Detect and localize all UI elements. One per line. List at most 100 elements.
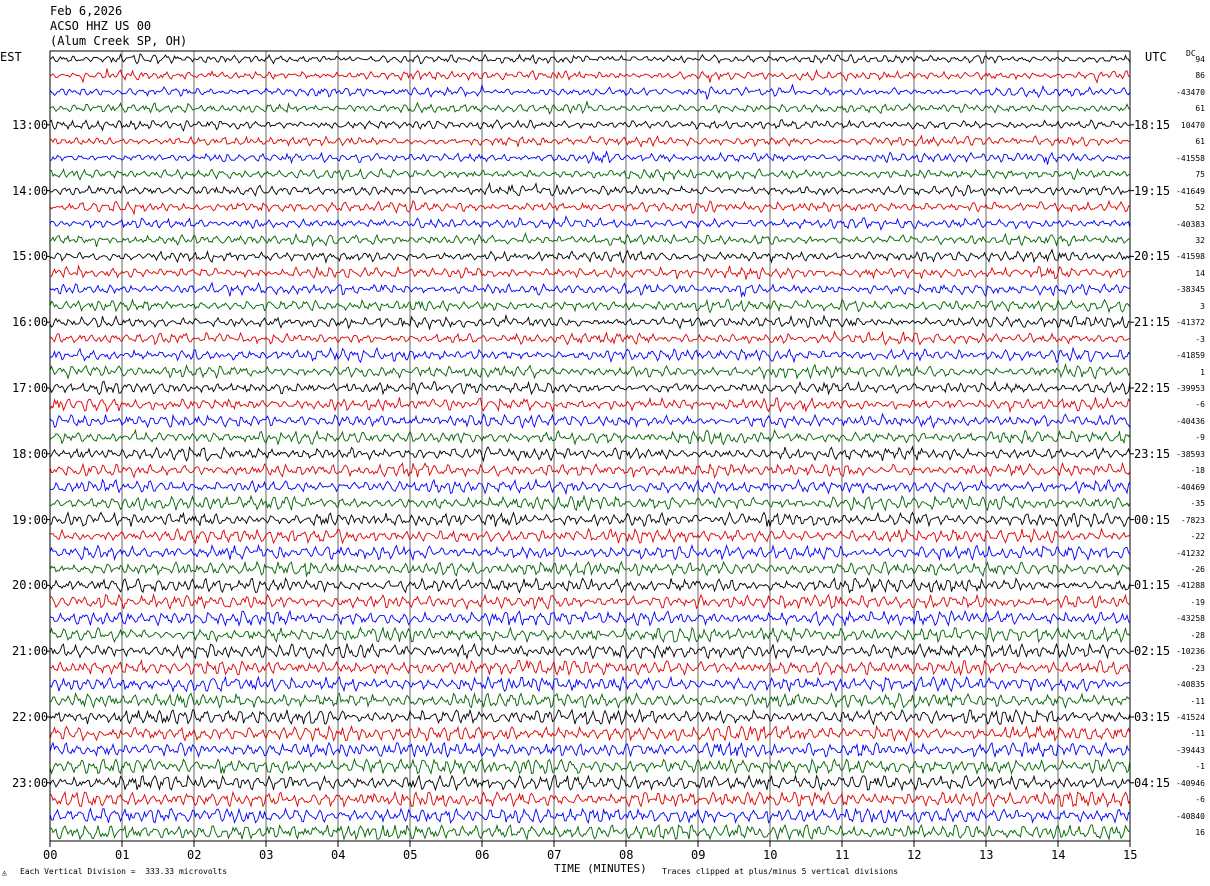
dc-offset-label: -43258 (1176, 614, 1205, 624)
dc-offset-label: 61 (1195, 104, 1205, 114)
trace-line (49, 675, 1131, 693)
trace-line (50, 642, 1131, 660)
header-station: ACSO HHZ US 00 (50, 19, 152, 33)
dc-offset-label: -41372 (1176, 318, 1205, 328)
est-label: EST (0, 50, 22, 64)
x-tick-label: 00 (43, 848, 58, 862)
dc-offset-label: -28 (1190, 630, 1205, 640)
dc-offset-label: -11 (1190, 696, 1205, 706)
dc-offset-label: -41288 (1176, 581, 1205, 591)
trace-line (49, 330, 1131, 346)
dc-offset-label: -6 (1195, 795, 1205, 805)
dc-offset-label: -41598 (1176, 252, 1205, 262)
trace-line (49, 380, 1131, 396)
dc-offset-label: 10470 (1180, 120, 1205, 130)
dc-offset-label: -41649 (1176, 186, 1205, 196)
utc-hour-label: 02:15 (1134, 644, 1171, 659)
dc-offset-label: -1 (1195, 762, 1205, 772)
dc-offset-label: -7823 (1180, 515, 1205, 525)
trace-line (49, 134, 1131, 148)
dc-offset-label: -38593 (1176, 449, 1205, 459)
utc-hour-label: 01:15 (1134, 578, 1171, 593)
dc-offset-label: -18 (1190, 466, 1205, 476)
trace-line (49, 199, 1131, 216)
utc-hour-label: 22:15 (1134, 381, 1171, 395)
trace-line (49, 511, 1131, 528)
utc-hour-label: 18:15 (1134, 117, 1171, 132)
trace-line (49, 543, 1131, 562)
trace-line (49, 215, 1131, 232)
trace-line (49, 658, 1131, 677)
dc-offset-label: -41558 (1176, 153, 1205, 163)
trace-line (49, 396, 1131, 414)
est-hour-label: 17:00 (12, 381, 49, 395)
header-date: Feb 6,2026 (50, 4, 123, 18)
dc-offset-label: 14 (1195, 268, 1205, 278)
trace-line (49, 248, 1131, 265)
dc-offset-label: -41232 (1176, 548, 1205, 558)
scale-note: Each Vertical Division = 333.33 microvol… (20, 867, 228, 876)
trace-line (49, 741, 1131, 759)
dc-offset-label: -22 (1190, 532, 1205, 542)
trace-group (49, 52, 1131, 841)
x-tick-label: 02 (187, 848, 202, 862)
trace-line (49, 150, 1131, 165)
x-tick-label: 10 (763, 848, 778, 862)
trace-line (49, 708, 1131, 726)
clip-note: Traces clipped at plus/minus 5 vertical … (662, 867, 899, 876)
dc-offset-label: 52 (1195, 203, 1205, 213)
trace-line (49, 412, 1131, 430)
trace-line (49, 609, 1131, 628)
x-tick-label: 05 (403, 848, 418, 862)
trace-line (49, 560, 1131, 578)
est-hour-label: 16:00 (12, 315, 49, 330)
trace-line (49, 231, 1131, 248)
trace-line (49, 362, 1131, 381)
trace-line (49, 593, 1131, 611)
utc-hour-label: 20:15 (1134, 249, 1171, 264)
utc-hour-label: 04:15 (1134, 775, 1171, 790)
est-hour-label: 23:00 (12, 775, 49, 790)
x-tick-label: 08 (619, 848, 634, 862)
trace-line (49, 83, 1131, 101)
x-axis-label: TIME (MINUTES) (554, 862, 647, 875)
utc-hour-label: 03:15 (1134, 710, 1171, 724)
plot-frame (49, 50, 1131, 842)
dc-offset-label: -19 (1190, 597, 1205, 607)
trace-line (49, 118, 1131, 132)
x-tick-label: 07 (547, 848, 562, 862)
dc-label: DC (1186, 49, 1196, 58)
dc-offset-label: -11 (1190, 729, 1205, 739)
x-tick-label: 04 (331, 848, 346, 862)
utc-hour-label: 21:15 (1134, 315, 1171, 330)
dc-offset-label: -6 (1195, 400, 1205, 410)
dc-offset-label: -40436 (1176, 416, 1205, 426)
x-tick-label: 12 (907, 848, 922, 862)
dc-offset-label: -43470 (1176, 87, 1205, 97)
dc-offset-label: 94 (1195, 55, 1205, 64)
dc-offset-label: -3 (1195, 334, 1205, 344)
x-tick-label: 09 (691, 848, 706, 862)
est-hour-label: 22:00 (12, 710, 49, 724)
dc-offset-label: 1 (1200, 367, 1205, 377)
x-tick-label: 03 (259, 848, 274, 862)
dc-offset-label: -39443 (1176, 745, 1205, 755)
trace-line (49, 298, 1131, 314)
header-location: (Alum Creek SP, OH) (50, 34, 188, 48)
est-hour-label: 14:00 (12, 183, 49, 198)
est-hour-label: 13:00 (12, 117, 49, 132)
x-tick-label: 11 (835, 848, 850, 862)
utc-hour-label: 00:15 (1134, 512, 1171, 527)
trace-line (49, 313, 1131, 331)
x-tick-label: 13 (979, 848, 994, 862)
dc-offset-label: 61 (1195, 137, 1205, 147)
trace-line (49, 68, 1131, 84)
dc-offset-label: -41524 (1176, 713, 1205, 722)
dc-offset-label: -10236 (1176, 647, 1205, 657)
x-ticks (49, 841, 1131, 847)
dc-offset-label: -23 (1190, 663, 1205, 673)
utc-label: UTC (1145, 50, 1167, 64)
trace-line (49, 167, 1131, 182)
dc-offset-label: -38345 (1176, 285, 1205, 295)
